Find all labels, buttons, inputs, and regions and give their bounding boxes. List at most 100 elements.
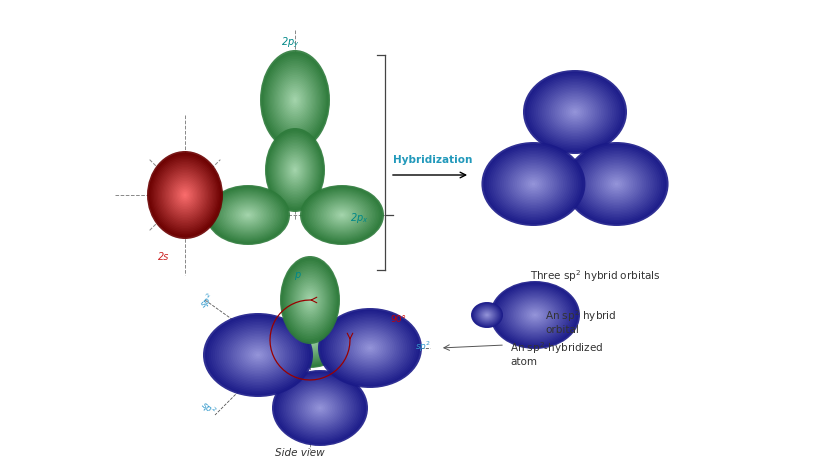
- Ellipse shape: [236, 338, 280, 371]
- Ellipse shape: [281, 377, 360, 439]
- Ellipse shape: [277, 75, 312, 125]
- Ellipse shape: [551, 93, 599, 131]
- Ellipse shape: [354, 335, 386, 361]
- Ellipse shape: [591, 163, 643, 205]
- Ellipse shape: [486, 314, 487, 315]
- Ellipse shape: [477, 307, 497, 323]
- Ellipse shape: [479, 308, 495, 321]
- Ellipse shape: [276, 313, 344, 367]
- Ellipse shape: [338, 212, 347, 218]
- Ellipse shape: [271, 66, 318, 134]
- Ellipse shape: [328, 315, 412, 381]
- Ellipse shape: [227, 200, 269, 230]
- Ellipse shape: [564, 142, 669, 226]
- Ellipse shape: [234, 337, 281, 373]
- Ellipse shape: [266, 130, 324, 211]
- Ellipse shape: [274, 69, 316, 131]
- Ellipse shape: [287, 267, 333, 333]
- Ellipse shape: [221, 326, 296, 383]
- Ellipse shape: [305, 292, 315, 308]
- Ellipse shape: [290, 324, 331, 356]
- Ellipse shape: [224, 198, 272, 232]
- Ellipse shape: [309, 299, 311, 301]
- Ellipse shape: [286, 88, 304, 113]
- Text: sp$^2$: sp$^2$: [197, 398, 218, 419]
- Ellipse shape: [213, 190, 282, 240]
- Ellipse shape: [554, 95, 596, 129]
- Ellipse shape: [506, 293, 564, 337]
- Ellipse shape: [289, 383, 351, 432]
- Ellipse shape: [330, 206, 354, 224]
- Ellipse shape: [532, 182, 535, 186]
- Ellipse shape: [328, 206, 355, 225]
- Ellipse shape: [596, 168, 637, 200]
- Ellipse shape: [278, 146, 312, 194]
- Ellipse shape: [160, 167, 209, 223]
- Text: 2p$_x$: 2p$_x$: [350, 211, 369, 225]
- Ellipse shape: [480, 309, 495, 321]
- Ellipse shape: [291, 385, 349, 431]
- Ellipse shape: [323, 312, 417, 384]
- Ellipse shape: [474, 304, 500, 325]
- Ellipse shape: [274, 371, 366, 444]
- Ellipse shape: [498, 156, 569, 213]
- Ellipse shape: [581, 156, 652, 213]
- Ellipse shape: [275, 142, 315, 199]
- Ellipse shape: [471, 302, 503, 328]
- Ellipse shape: [218, 194, 278, 237]
- Ellipse shape: [501, 289, 569, 340]
- Ellipse shape: [491, 150, 576, 219]
- Ellipse shape: [607, 176, 626, 192]
- Ellipse shape: [481, 142, 585, 226]
- Ellipse shape: [278, 315, 342, 365]
- Ellipse shape: [287, 382, 353, 434]
- Ellipse shape: [228, 201, 267, 229]
- Ellipse shape: [170, 178, 200, 213]
- Ellipse shape: [514, 299, 556, 331]
- Ellipse shape: [523, 70, 627, 154]
- Ellipse shape: [574, 150, 659, 219]
- Ellipse shape: [312, 401, 328, 415]
- Ellipse shape: [303, 291, 317, 309]
- Ellipse shape: [276, 73, 314, 127]
- Ellipse shape: [312, 194, 372, 237]
- Ellipse shape: [250, 349, 265, 361]
- Ellipse shape: [173, 181, 197, 209]
- Ellipse shape: [601, 172, 632, 196]
- Ellipse shape: [281, 150, 309, 189]
- Ellipse shape: [543, 87, 606, 138]
- Ellipse shape: [282, 82, 307, 118]
- Ellipse shape: [509, 164, 558, 204]
- Ellipse shape: [221, 196, 275, 234]
- Ellipse shape: [209, 318, 307, 393]
- Ellipse shape: [254, 352, 262, 358]
- Ellipse shape: [213, 320, 303, 389]
- Ellipse shape: [269, 63, 321, 138]
- Ellipse shape: [244, 212, 253, 218]
- Ellipse shape: [282, 152, 307, 188]
- Ellipse shape: [244, 344, 272, 365]
- Ellipse shape: [578, 152, 655, 215]
- Ellipse shape: [564, 103, 586, 121]
- Ellipse shape: [169, 176, 202, 214]
- Text: $p$: $p$: [294, 270, 302, 282]
- Ellipse shape: [339, 213, 345, 217]
- Ellipse shape: [147, 151, 223, 239]
- Ellipse shape: [300, 332, 320, 348]
- Ellipse shape: [317, 197, 368, 233]
- Ellipse shape: [322, 311, 418, 385]
- Ellipse shape: [289, 91, 302, 109]
- Ellipse shape: [283, 261, 337, 339]
- Ellipse shape: [167, 175, 202, 215]
- Ellipse shape: [592, 164, 641, 204]
- Ellipse shape: [293, 327, 327, 353]
- Ellipse shape: [572, 148, 661, 220]
- Ellipse shape: [522, 305, 548, 325]
- Ellipse shape: [500, 288, 570, 342]
- Ellipse shape: [528, 180, 539, 188]
- Ellipse shape: [291, 325, 329, 355]
- Ellipse shape: [317, 405, 323, 411]
- Ellipse shape: [473, 304, 501, 326]
- Ellipse shape: [279, 316, 341, 364]
- Ellipse shape: [482, 311, 491, 319]
